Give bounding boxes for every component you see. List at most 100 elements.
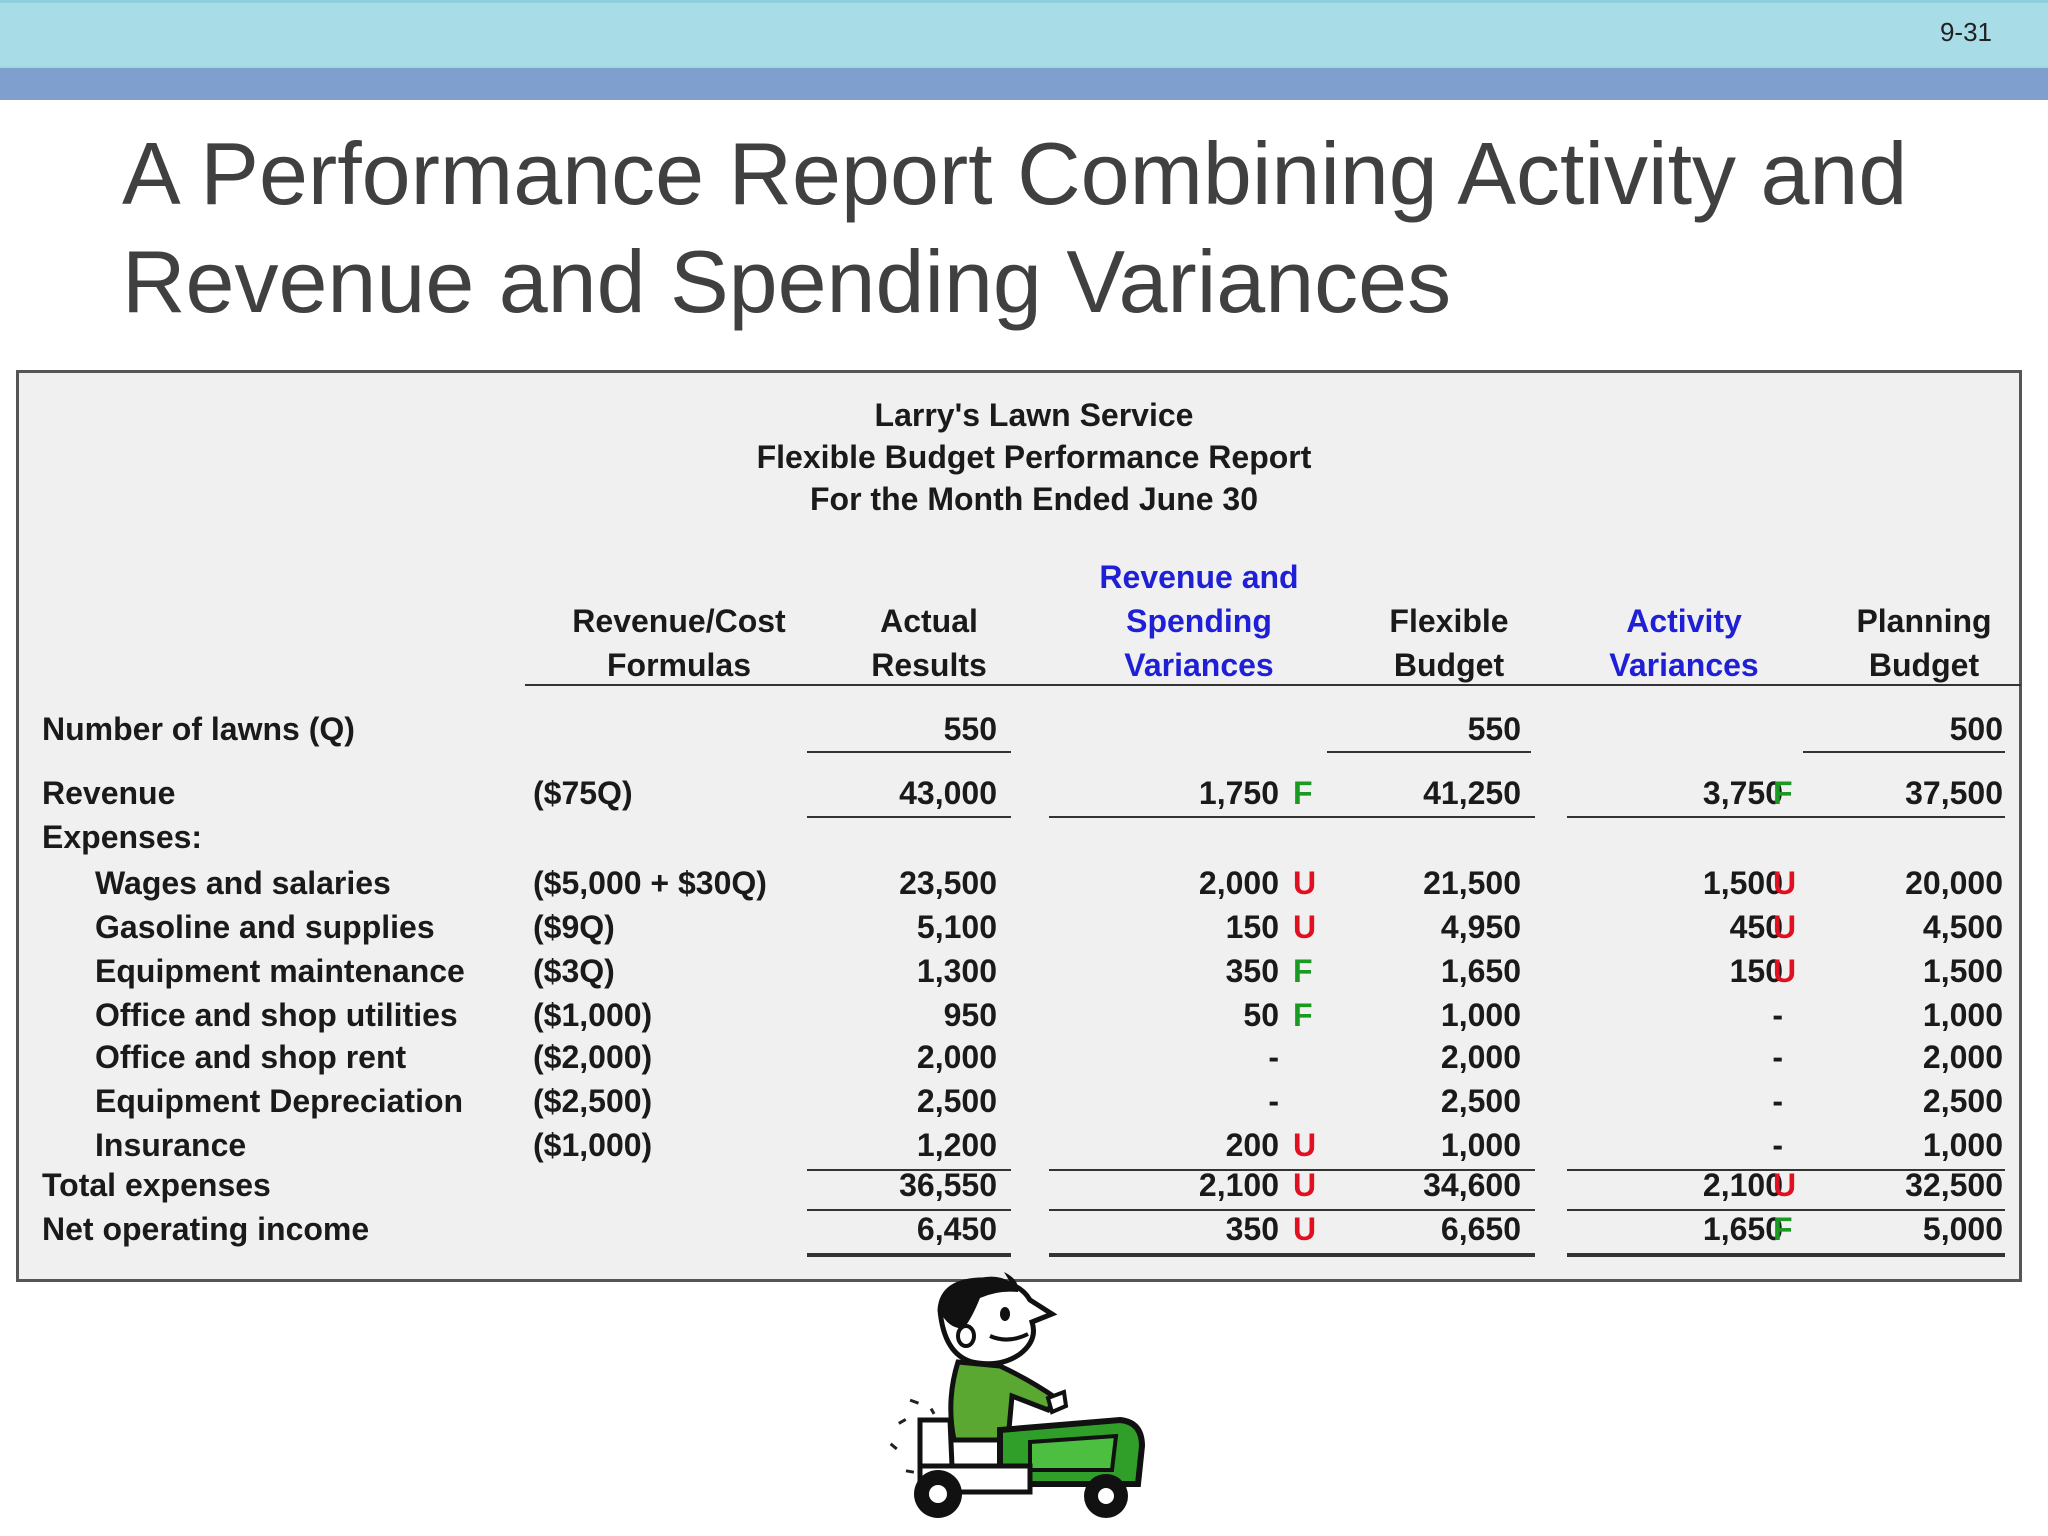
revenue-act: 3,750 bbox=[1702, 775, 1783, 811]
slide-title: A Performance Report Combining Activity … bbox=[122, 120, 2002, 336]
expense-row-2-rsv: 350 bbox=[1225, 953, 1279, 989]
expense-row-0-flex: 21,500 bbox=[1423, 865, 1521, 901]
net-operating-income-actual: 6,450 bbox=[916, 1211, 997, 1247]
total-expenses-rsv-flag: U bbox=[1293, 1167, 1317, 1203]
expense-row-4-plan: 2,000 bbox=[1922, 1039, 2003, 1075]
header-rule bbox=[525, 684, 2021, 686]
expense-row-6-flex: 1,000 bbox=[1440, 1127, 1521, 1163]
expense-row-3-formula: ($1,000) bbox=[533, 997, 653, 1033]
slide-number: 9-31 bbox=[1939, 17, 1992, 47]
expense-row-0-actual: 23,500 bbox=[899, 865, 997, 901]
header-formulas-2: Formulas bbox=[606, 647, 752, 683]
expense-row-4-label: Office and shop rent bbox=[95, 1039, 407, 1075]
expense-row-2-formula: ($3Q) bbox=[533, 953, 615, 989]
expense-row-6-label: Insurance bbox=[95, 1127, 247, 1163]
total-act-rule bbox=[1567, 1209, 1803, 1211]
expense-row-5-actual: 2,500 bbox=[916, 1083, 997, 1119]
expense-row-0-label: Wages and salaries bbox=[95, 865, 391, 901]
lawns-actual-rule bbox=[807, 751, 1011, 753]
revenue-actual-rule bbox=[807, 816, 1011, 818]
net-operating-income-plan: 5,000 bbox=[1922, 1211, 2003, 1247]
expense-row-6-act: - bbox=[1772, 1127, 1783, 1163]
header-actual-2: Results bbox=[871, 647, 987, 683]
net-operating-income-act-flag: F bbox=[1773, 1211, 1793, 1247]
expense-row-5-rsv: - bbox=[1268, 1083, 1279, 1119]
lawns-label: Number of lawns (Q) bbox=[42, 711, 355, 747]
net-operating-income-act: 1,650 bbox=[1702, 1211, 1783, 1247]
total-actual-rule bbox=[807, 1209, 1011, 1211]
report-name: Flexible Budget Performance Report bbox=[756, 439, 1312, 475]
header-plan-2: Budget bbox=[1868, 647, 1980, 683]
expense-row-0-plan: 20,000 bbox=[1905, 865, 2003, 901]
title-line-1: A Performance Report Combining Activity … bbox=[122, 124, 1908, 223]
expense-row-4-formula: ($2,000) bbox=[533, 1039, 653, 1075]
expense-row-5-act: - bbox=[1772, 1083, 1783, 1119]
noi-plan-double-rule bbox=[1803, 1253, 2005, 1257]
expense-row-2-act: 150 bbox=[1729, 953, 1783, 989]
header-act-1: Activity bbox=[1626, 603, 1742, 639]
top-banner: 9-31 bbox=[0, 0, 2048, 68]
expense-row-2-label: Equipment maintenance bbox=[95, 953, 465, 989]
noi-rsv-double-rule bbox=[1049, 1253, 1331, 1257]
expense-row-6-actual: 1,200 bbox=[916, 1127, 997, 1163]
revenue-label: Revenue bbox=[42, 775, 176, 811]
noi-flex-double-rule bbox=[1331, 1253, 1535, 1257]
expense-row-5-formula: ($2,500) bbox=[533, 1083, 653, 1119]
noi-act-double-rule bbox=[1567, 1253, 1803, 1257]
header-rsv-2: Spending bbox=[1126, 603, 1272, 639]
header-rsv-1: Revenue and bbox=[1099, 559, 1299, 595]
accent-bar bbox=[0, 68, 2048, 100]
report-period: For the Month Ended June 30 bbox=[809, 481, 1258, 517]
header-plan-1: Planning bbox=[1856, 603, 1992, 639]
expense-row-6-rsv-flag: U bbox=[1293, 1127, 1317, 1163]
revenue-actual: 43,000 bbox=[899, 775, 997, 811]
total-expenses-label: Total expenses bbox=[42, 1167, 271, 1203]
header-actual-1: Actual bbox=[880, 603, 978, 639]
expenses-rsv-rule bbox=[1049, 1169, 1331, 1171]
expense-row-4-act: - bbox=[1772, 1039, 1783, 1075]
expense-row-6-formula: ($1,000) bbox=[533, 1127, 653, 1163]
expenses-plan-rule bbox=[1803, 1169, 2005, 1171]
revenue-act-rule bbox=[1567, 816, 1803, 818]
total-expenses-flex: 34,600 bbox=[1423, 1167, 1521, 1203]
total-expenses-act: 2,100 bbox=[1702, 1167, 1783, 1203]
net-operating-income-flex: 6,650 bbox=[1440, 1211, 1521, 1247]
expense-row-2-flex: 1,650 bbox=[1440, 953, 1521, 989]
net-operating-income-label: Net operating income bbox=[42, 1211, 370, 1247]
expense-row-3-plan: 1,000 bbox=[1922, 997, 2003, 1033]
expense-row-1-rsv: 150 bbox=[1225, 909, 1279, 945]
expense-row-0-rsv: 2,000 bbox=[1198, 865, 1279, 901]
revenue-plan-rule bbox=[1803, 816, 2005, 818]
header-act-2: Variances bbox=[1609, 647, 1759, 683]
expenses-actual-rule bbox=[807, 1169, 1011, 1171]
expense-row-2-rsv-flag: F bbox=[1293, 953, 1313, 989]
header-formulas-1: Revenue/Cost bbox=[572, 603, 786, 639]
revenue-flex: 41,250 bbox=[1423, 775, 1521, 811]
total-expenses-plan: 32,500 bbox=[1905, 1167, 2003, 1203]
total-rsv-rule bbox=[1049, 1209, 1331, 1211]
expense-row-3-label: Office and shop utilities bbox=[95, 997, 458, 1033]
net-operating-income-rsv: 350 bbox=[1225, 1211, 1279, 1247]
lawn-mower-mascot-illustration bbox=[889, 1272, 1146, 1518]
expense-row-1-act: 450 bbox=[1729, 909, 1783, 945]
expense-row-0-act-flag: U bbox=[1773, 865, 1797, 901]
expense-row-3-flex: 1,000 bbox=[1440, 997, 1521, 1033]
expense-row-4-flex: 2,000 bbox=[1440, 1039, 1521, 1075]
header-flex-2: Budget bbox=[1393, 647, 1505, 683]
performance-report-table: Larry's Lawn Service Flexible Budget Per… bbox=[16, 370, 2022, 1282]
expenses-flex-rule bbox=[1331, 1169, 1535, 1171]
expenses-heading: Expenses: bbox=[42, 819, 203, 855]
expense-row-3-rsv-flag: F bbox=[1293, 997, 1313, 1033]
expense-row-1-label: Gasoline and supplies bbox=[95, 909, 435, 945]
title-line-2: Revenue and Spending Variances bbox=[122, 232, 1452, 331]
lawns-actual: 550 bbox=[943, 711, 997, 747]
expense-row-3-actual: 950 bbox=[943, 997, 997, 1033]
header-rsv-3: Variances bbox=[1124, 647, 1274, 683]
total-expenses-rsv: 2,100 bbox=[1198, 1167, 1279, 1203]
expense-row-4-rsv: - bbox=[1268, 1039, 1279, 1075]
total-plan-rule bbox=[1803, 1209, 2005, 1211]
total-expenses-act-flag: U bbox=[1773, 1167, 1797, 1203]
expense-row-0-act: 1,500 bbox=[1702, 865, 1783, 901]
expense-row-3-rsv: 50 bbox=[1243, 997, 1279, 1033]
revenue-act-flag: F bbox=[1773, 775, 1793, 811]
